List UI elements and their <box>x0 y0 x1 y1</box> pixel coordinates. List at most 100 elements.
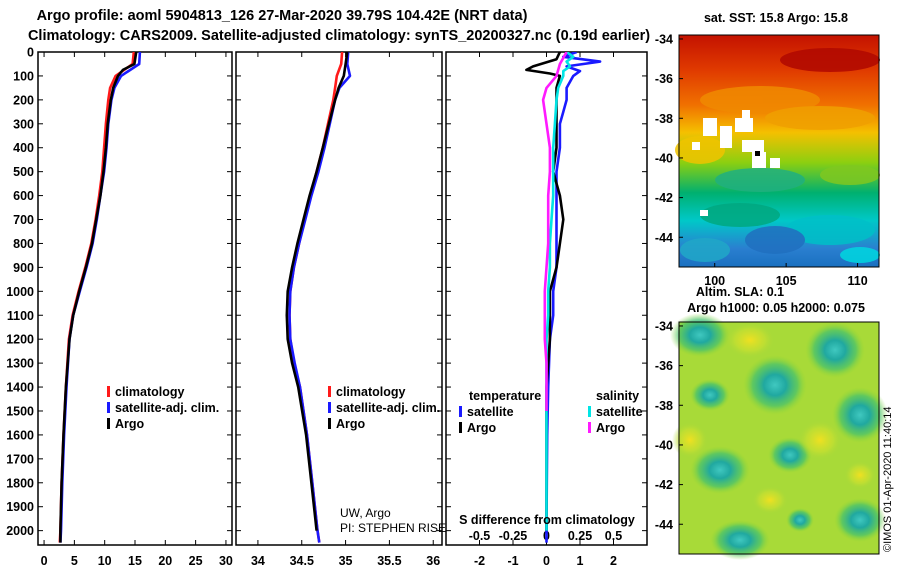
depth-tick-label: 600 <box>13 189 34 203</box>
sst-cloud-gaps <box>692 110 780 216</box>
series-temperature-argo <box>525 52 565 531</box>
legend-swatch <box>107 418 110 429</box>
legend-label: Argo <box>336 417 366 431</box>
sst-texture <box>675 48 880 263</box>
x-tick-label: 35.5 <box>377 554 401 568</box>
lat-tick-label: -44 <box>655 231 673 245</box>
sla-map-frame <box>678 321 880 555</box>
legend-label: Argo <box>115 417 145 431</box>
depth-tick-label: 1200 <box>6 333 34 347</box>
x-tick-label: 35 <box>339 554 353 568</box>
difference-axis-title: S difference from climatology <box>459 513 635 527</box>
legend-label: Argo <box>467 421 497 435</box>
depth-tick-label: 1000 <box>6 285 34 299</box>
temperature-series <box>58 52 142 543</box>
lat-tick-label: -38 <box>655 112 673 126</box>
depth-tick-label: 800 <box>13 237 34 251</box>
depth-tick-label: 1900 <box>6 500 34 514</box>
x-tick-label: 36 <box>426 554 440 568</box>
depth-tick-label: 200 <box>13 93 34 107</box>
salinity-series <box>285 52 352 543</box>
depth-tick-label: 500 <box>13 165 34 179</box>
legend-swatch <box>107 386 110 397</box>
legend-swatch <box>107 402 110 413</box>
lat-tick-label: -42 <box>655 191 673 205</box>
x-tick-label: 2 <box>610 554 617 568</box>
lat-tick-label: -44 <box>655 518 673 532</box>
x-tick-label: 20 <box>158 554 172 568</box>
difference-legend: temperature salinity satellite Argo satellit… <box>459 389 643 435</box>
depth-tick-label: 1400 <box>6 381 34 395</box>
figure-title-line1: Argo profile: aoml 5904813_126 27-Mar-20… <box>37 8 528 24</box>
sst-map-axes: -34 -36 -38 -40 -42 -44 100 105 110 <box>655 32 868 288</box>
legend-swatch <box>588 422 591 433</box>
x-tick-label: 34 <box>251 554 265 568</box>
depth-tick-label: 1300 <box>6 357 34 371</box>
secondary-tick-label: -0.5 <box>469 529 491 543</box>
temperature-panel: 0 100 200 300 400 500 600 700 800 900 1000 1100 1200… <box>6 46 233 569</box>
secondary-tick-label: -0.25 <box>499 529 528 543</box>
salinity-legend: climatology satellite-adj. clim. Argo <box>328 385 440 431</box>
series-salinity-argo <box>541 52 568 411</box>
legend-label: Argo <box>596 421 626 435</box>
lat-tick-label: -36 <box>655 72 673 86</box>
x-tick-label: 0 <box>41 554 48 568</box>
depth-tick-label: 1600 <box>6 428 34 442</box>
figure-title-line2: Climatology: CARS2009. Satellite-adjuste… <box>28 28 650 44</box>
depth-tick-label: 400 <box>13 141 34 155</box>
depth-tick-label: 1700 <box>6 452 34 466</box>
depth-tick-label: 1100 <box>7 309 34 323</box>
x-tick-label: 0 <box>543 554 550 568</box>
depth-tick-label: 100 <box>13 69 34 83</box>
legend-label: satellite <box>596 405 643 419</box>
sst-map-frame <box>678 34 880 268</box>
salinity-panel-frame <box>235 51 443 546</box>
legend-swatch <box>328 402 331 413</box>
sst-map-title: sat. SST: 15.8 Argo: 15.8 <box>704 11 848 25</box>
lon-tick-label: 100 <box>704 274 725 288</box>
legend-label: climatology <box>115 385 185 399</box>
depth-tick-label: 900 <box>13 261 34 275</box>
legend-label: climatology <box>336 385 406 399</box>
lat-tick-label: -38 <box>655 399 673 413</box>
secondary-tick-label: 0.5 <box>605 529 622 543</box>
imos-credit: ©IMOS 01-Apr-2020 11:40:14 <box>882 407 894 552</box>
series-satellite-adj-clim- <box>288 52 352 543</box>
legend-label: satellite-adj. clim. <box>115 401 219 415</box>
difference-panel: -2 -1 0 1 2-0.5 -0.25 0 0.25 0.5 temperature sali… <box>445 51 648 568</box>
x-tick-label: 25 <box>189 554 203 568</box>
lat-tick-label: -40 <box>655 438 673 452</box>
temperature-axis: 0 100 200 300 400 500 600 700 800 900 1000 1100 1200… <box>6 46 233 569</box>
x-tick-label: -1 <box>507 554 518 568</box>
legend-swatch <box>588 406 591 417</box>
x-tick-label: 5 <box>71 554 78 568</box>
series-argo <box>285 52 349 531</box>
sst-map: -34 -36 -38 -40 -42 -44 100 105 110 <box>655 32 880 288</box>
sla-eddies <box>670 313 888 560</box>
argo-float-marker <box>755 151 760 156</box>
legend-title: temperature <box>469 389 541 403</box>
lat-tick-label: -34 <box>655 319 673 333</box>
sla-map-axes: -34 -36 -38 -40 -42 -44 <box>655 319 683 532</box>
lat-tick-label: -34 <box>655 32 673 46</box>
difference-series <box>525 52 602 543</box>
legend-swatch <box>459 422 462 433</box>
lat-tick-label: -42 <box>655 478 673 492</box>
x-tick-label: 10 <box>98 554 112 568</box>
legend-label: satellite <box>467 405 514 419</box>
depth-tick-label: 700 <box>13 213 34 227</box>
sla-map: -34 -36 -38 -40 -42 -44 ©IMOS 01-Apr-2020 11:… <box>655 313 894 560</box>
depth-tick-label: 1500 <box>6 404 34 418</box>
depth-tick-label: 300 <box>13 117 34 131</box>
x-tick-label: 1 <box>577 554 584 568</box>
legend-swatch <box>328 386 331 397</box>
lat-tick-label: -40 <box>655 151 673 165</box>
depth-tick-label: 2000 <box>6 524 34 538</box>
temperature-legend: climatology satellite-adj. clim. Argo <box>107 385 219 431</box>
secondary-tick-label: 0.25 <box>568 529 592 543</box>
x-tick-label: -2 <box>474 554 485 568</box>
legend-swatch <box>459 406 462 417</box>
legend-title: salinity <box>596 389 639 403</box>
